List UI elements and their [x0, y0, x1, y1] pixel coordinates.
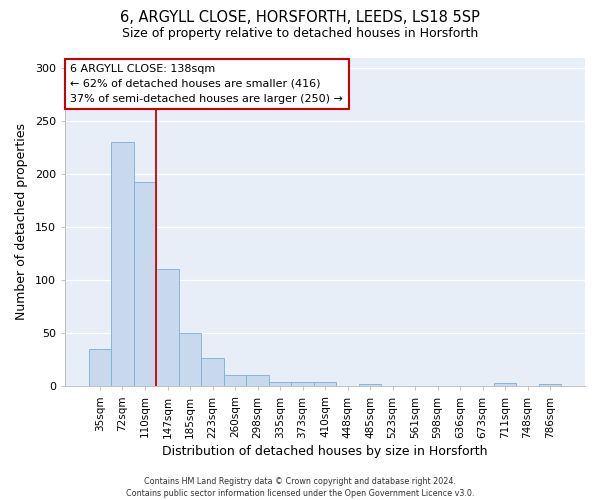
- Bar: [539, 384, 562, 386]
- Bar: [494, 383, 517, 386]
- Y-axis label: Number of detached properties: Number of detached properties: [15, 124, 28, 320]
- Bar: [111, 142, 134, 386]
- X-axis label: Distribution of detached houses by size in Horsforth: Distribution of detached houses by size …: [162, 444, 488, 458]
- Bar: [359, 384, 382, 386]
- Text: 6, ARGYLL CLOSE, HORSFORTH, LEEDS, LS18 5SP: 6, ARGYLL CLOSE, HORSFORTH, LEEDS, LS18 …: [120, 10, 480, 25]
- Text: Contains HM Land Registry data © Crown copyright and database right 2024.
Contai: Contains HM Land Registry data © Crown c…: [126, 476, 474, 498]
- Bar: [246, 374, 269, 386]
- Bar: [134, 182, 156, 386]
- Bar: [201, 358, 224, 386]
- Text: Size of property relative to detached houses in Horsforth: Size of property relative to detached ho…: [122, 28, 478, 40]
- Bar: [224, 374, 246, 386]
- Bar: [314, 382, 337, 386]
- Bar: [89, 350, 111, 387]
- Bar: [291, 382, 314, 386]
- Bar: [156, 268, 179, 386]
- Bar: [179, 334, 201, 386]
- Text: 6 ARGYLL CLOSE: 138sqm
← 62% of detached houses are smaller (416)
37% of semi-de: 6 ARGYLL CLOSE: 138sqm ← 62% of detached…: [70, 64, 343, 104]
- Bar: [269, 382, 291, 386]
